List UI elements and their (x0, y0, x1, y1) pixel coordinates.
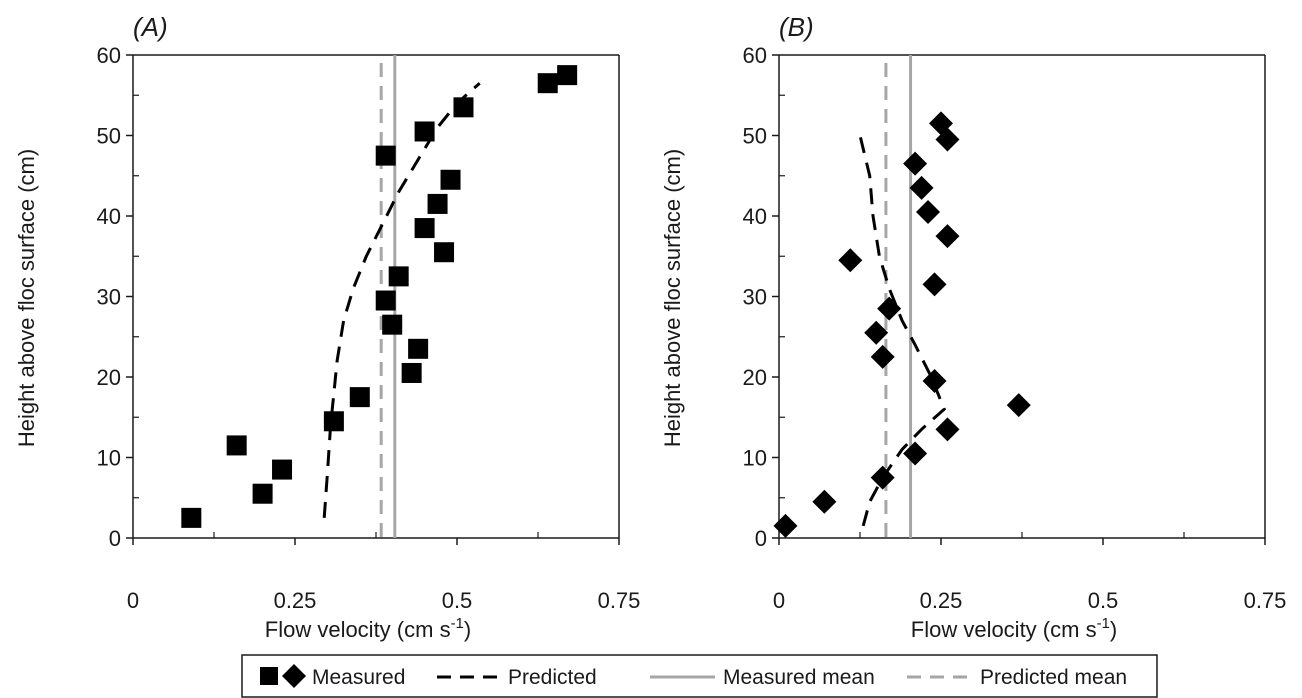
panel-b-measured-point (812, 489, 837, 514)
panel-b-measured-point (916, 199, 941, 224)
panel-b-measured-point (903, 441, 928, 466)
panel-b-y-tick-label: 10 (743, 446, 767, 471)
panel-a-xlabel: Flow velocity (cm s-1) (265, 615, 471, 642)
panel-a-measured-point (408, 338, 429, 359)
panel-a-ylabel-text: Height above floc surface (cm) (14, 149, 39, 447)
panel-a-measured-point (414, 218, 435, 239)
panel-a-measured-point (388, 266, 409, 287)
panel-b-xlabel: Flow velocity (cm s-1) (911, 615, 1117, 642)
panel-a-measured-point (181, 507, 202, 528)
panel-a-xlabel-sup: -1 (451, 615, 464, 632)
panel-a-measured-point (375, 145, 396, 166)
panel-b-y-tick-label: 50 (743, 124, 767, 149)
panel-b-x-tick-label: 0.5 (1088, 588, 1119, 613)
panel-b-measured-point (922, 272, 947, 297)
legend-predicted-label: Predicted (508, 666, 597, 689)
panel-a-measured-point (272, 459, 293, 480)
panel-a-measured-point (252, 483, 273, 504)
panel-b-measured-point (922, 369, 947, 394)
panel-b-measured-point (773, 513, 798, 538)
panel-b-xlabel-main: Flow velocity (cm s (911, 617, 1097, 642)
panel-b-y-tick-label: 0 (755, 526, 767, 551)
panel-a-measured-point (349, 387, 370, 408)
panel-b-ylabel: Height above floc surface (cm) (660, 149, 685, 447)
panel-a-measured-point (557, 65, 578, 86)
panel-b-x-tick-label: 0.75 (1244, 588, 1287, 613)
panel-b-measured-point (864, 320, 889, 345)
panel-a-y-tick-label: 20 (97, 365, 121, 390)
legend-measured-label: Measured (312, 666, 405, 689)
panel-a-measured-point (382, 314, 403, 335)
panel-b-measured-point (877, 296, 902, 321)
panel-a-x-tick-label: 0.25 (274, 588, 317, 613)
panel-a-x-tick-label: 0.5 (442, 588, 473, 613)
panel-a-ylabel: Height above floc surface (cm) (14, 149, 39, 447)
panel-b-measured-point (870, 344, 895, 369)
panel-a-measured-point (401, 362, 422, 383)
panel-b-measured-point (935, 127, 960, 152)
panel-a-label: (A) (133, 12, 168, 42)
panel-a-measured-point (440, 169, 461, 190)
legend-measured-mean-label: Measured mean (723, 666, 875, 689)
panel-b-y-tick-label: 30 (743, 285, 767, 310)
panel-a: (A) Height above floc surface (cm) Flow … (14, 12, 640, 642)
panel-a-y-tick-label: 40 (97, 204, 121, 229)
panel-b-measured-point (909, 175, 934, 200)
panel-b-label: (B) (779, 12, 814, 42)
legend-diamond-marker (282, 664, 306, 688)
panel-b-xlabel-end: ) (1110, 617, 1117, 642)
panel-a-y-tick-label: 10 (97, 446, 121, 471)
panel-b: (B) Height above floc surface (cm) Flow … (660, 12, 1286, 642)
panel-a-y-tick-label: 0 (109, 526, 121, 551)
panel-b-measured-point (838, 248, 863, 273)
panel-a-measured-point (226, 435, 247, 456)
panel-a-measured-point (434, 242, 455, 263)
panel-a-y-tick-label: 50 (97, 124, 121, 149)
panel-b-measured-point (929, 111, 953, 136)
panel-a-y-tick-label: 60 (97, 43, 121, 68)
panel-a-predicted-line (322, 82, 481, 519)
panel-a-xlabel-end: ) (464, 617, 471, 642)
panel-a-measured-point (453, 97, 474, 118)
panel-a-measured-point (414, 121, 435, 142)
panel-a-measured-point (537, 73, 558, 94)
panel-a-y-tick-label: 30 (97, 285, 121, 310)
panel-a-measured-point (427, 193, 448, 214)
panel-b-y-tick-label: 40 (743, 204, 767, 229)
panel-b-y-tick-label: 20 (743, 365, 767, 390)
panel-b-x-tick-label: 0.25 (920, 588, 963, 613)
panel-a-measured-point (323, 411, 344, 432)
panel-a-x-tick-label: 0.75 (598, 588, 641, 613)
panel-b-y-tick-label: 60 (743, 43, 767, 68)
panel-b-measured-point (870, 465, 895, 490)
panel-b-measured-point (935, 417, 960, 442)
panel-b-measured-point (1006, 393, 1031, 418)
panel-a-xlabel-main: Flow velocity (cm s (265, 617, 451, 642)
panel-b-ylabel-text: Height above floc surface (cm) (660, 149, 685, 447)
panel-a-x-tick-label: 0 (127, 588, 139, 613)
legend-square-marker (260, 667, 278, 685)
panel-a-measured-point (375, 290, 396, 311)
panel-b-measured-point (935, 224, 960, 249)
legend: Measured Predicted Measured mean Predict… (241, 654, 1158, 698)
legend-predicted-mean-label: Predicted mean (980, 666, 1127, 689)
panel-b-xlabel-sup: -1 (1097, 615, 1110, 632)
panel-b-measured-point (903, 151, 928, 176)
panel-b-x-tick-label: 0 (773, 588, 785, 613)
